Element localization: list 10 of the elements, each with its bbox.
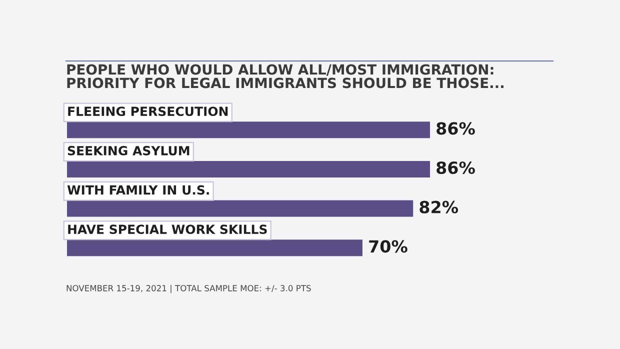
- chart-title: PEOPLE WHO WOULD ALLOW ALL/MOST IMMIGRATION: PRIORITY FOR LEGAL IMMIGRANTS SHOULD BE THOSE...: [67, 64, 504, 88]
- y-tick-label: SEEKING ASYLUM: [68, 146, 190, 156]
- data-label: 86%: [436, 122, 475, 135]
- y-tick-label: HAVE SPECIAL WORK SKILLS: [68, 224, 267, 234]
- data-label: 82%: [420, 200, 458, 214]
- data-label: 70%: [369, 240, 408, 253]
- y-tick-label: FLEEING PERSECUTION: [68, 106, 228, 116]
- text: NOVEMBER 15-19, 2021 | TOTAL SAMPLE MOE: +/- 3.0 PTS: [66, 284, 311, 294]
- data-label: 86%: [436, 161, 475, 174]
- y-tick-label: WITH FAMILY IN U.S.: [67, 185, 209, 195]
